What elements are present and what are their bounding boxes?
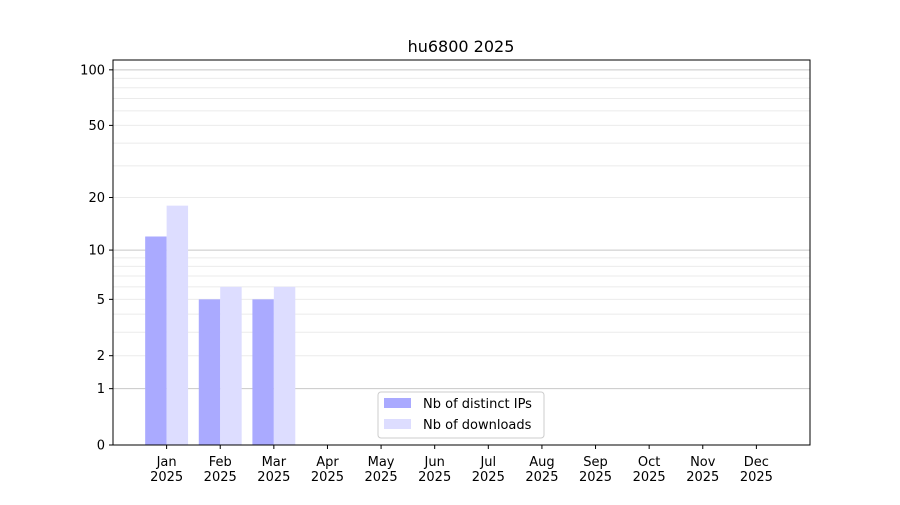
y-tick-label: 0: [97, 439, 105, 454]
bar-downloads: [273, 286, 296, 445]
axes-frame: [112, 59, 811, 446]
y-tick-label: 50: [88, 119, 105, 134]
y-tick-label: 10: [88, 244, 105, 259]
x-tick-label: Dec 2025: [740, 455, 773, 485]
legend-swatch: [384, 398, 411, 408]
bar-distinct-ips: [145, 236, 167, 445]
legend-label: Nb of distinct IPs: [423, 397, 532, 412]
x-tick-label: Jul 2025: [472, 455, 505, 485]
x-tick-label: Oct 2025: [633, 455, 666, 485]
bar-downloads: [220, 286, 242, 445]
legend-swatch: [384, 419, 411, 429]
bar-distinct-ips: [252, 299, 274, 445]
y-tick-label: 100: [80, 63, 105, 78]
x-tick-label: Aug 2025: [525, 455, 558, 485]
x-tick-label: Mar 2025: [257, 455, 290, 485]
legend: Nb of distinct IPs Nb of downloads: [377, 391, 545, 439]
x-tick-label: May 2025: [365, 455, 398, 485]
y-tick-label: 20: [88, 191, 105, 206]
x-tick-label: Jan 2025: [150, 455, 183, 485]
x-tick-label: Apr 2025: [311, 455, 344, 485]
y-tick-label: 1: [97, 382, 105, 397]
y-tick-label: 5: [97, 293, 105, 308]
bar-downloads: [166, 205, 189, 445]
x-tick-label: Sep 2025: [579, 455, 612, 485]
x-tick-label: Nov 2025: [686, 455, 719, 485]
legend-label: Nb of downloads: [423, 418, 532, 433]
chart-title: hu6800 2025: [408, 37, 515, 56]
x-tick-label: Feb 2025: [204, 455, 237, 485]
bar-distinct-ips: [198, 299, 221, 445]
x-tick-label: Jun 2025: [418, 455, 451, 485]
y-tick-label: 2: [97, 349, 105, 364]
legend-box: [377, 391, 545, 439]
